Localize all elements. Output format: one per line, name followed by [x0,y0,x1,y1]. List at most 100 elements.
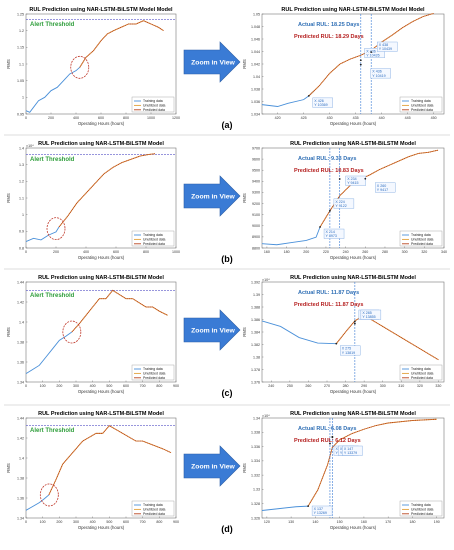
zoom-label: Zoom in View [191,194,235,201]
data-point-marker [364,177,367,180]
zoomed-chart: 240 250 260 270 280 290 300 310 320 330 1.392 1.39 1… [242,275,445,394]
legend-entry: Unutilized data [411,104,434,108]
datatip-box [375,182,396,193]
x-tick-label: 1000 [172,250,180,254]
x-axis-label: Operating Hours (hours) [78,255,125,260]
alert-threshold-label: Alert Threshold [30,157,75,163]
data-point-marker [307,94,310,97]
x-tick-label: 400 [83,250,89,254]
x-tick-label: 800 [123,116,129,120]
panel-label: (c) [222,388,233,398]
x-tick-label: 120 [264,520,270,524]
actual-rul-label: Actual RUL: 6.08 Days [298,426,356,432]
legend-entry: Training data [411,233,431,237]
datatip-x: X 438 [379,43,388,47]
y-tick-label: 9300 [252,191,260,195]
data-point-marker [319,226,321,228]
x-axis-label: Operating Hours (hours) [78,525,125,530]
data-point-marker [353,322,356,325]
datatip-x: X 234 [347,177,356,181]
datatip-y: Y 10439 [379,47,392,51]
figure-row: 0 100 200 300 400 500 600 700 800 900 1.44 1.42 1.4 1… [6,275,445,398]
training-data-line [261,505,309,511]
x-tick-label: 200 [303,250,309,254]
x-tick-label: 420 [275,116,281,120]
actual-rul-label: Actual RUL: 18.25 Days [298,22,359,28]
predicted-data-line [71,289,168,333]
y-axis-label: RMS [6,193,11,203]
y-tick-label: 1.38 [17,340,24,344]
chart-title: RUL Prediction using NAR-LSTM-BiLSTM Mod… [38,411,164,417]
predicted-data-line [58,153,156,228]
datatip-y: Y 13855 [362,315,375,319]
predicted-rul-label: Predicted RUL: 6.12 Days [294,438,361,444]
x-tick-label: 900 [173,384,179,388]
y-tick-label: 1.15 [17,46,24,50]
legend-entry: Training data [411,367,431,371]
x-tick-label: 240 [268,384,274,388]
legend [399,96,443,113]
chart-title: RUL Prediction using NAR-LSTM-BiLSTM Mod… [38,275,164,281]
y-tick-label: 1.04 [253,75,260,79]
x-tick-label: 100 [40,384,46,388]
x-tick-label: 900 [173,520,179,524]
x-axis-label: Operating Hours (hours) [330,525,377,530]
datatip-box [312,97,333,108]
legend-entry: Predicted data [143,242,165,246]
x-tick-label: 800 [143,250,149,254]
y-tick-label: 1.39 [253,293,260,297]
y-tick-label: 9400 [252,180,260,184]
y-tick-label: 1.334 [251,459,260,463]
predicted-rul-label: Predicted RUL: 11.87 Days [294,302,363,308]
y-tick-label: 1.038 [251,87,260,91]
y-tick-label: 9700 [252,146,260,150]
y-axis-label: RMS [6,463,11,473]
x-tick-label: 1200 [172,116,180,120]
legend [131,230,175,247]
legend-entry: Unutilized data [411,508,434,512]
zoom-arrow [183,41,241,83]
chart-title: RUL Prediction using NAR-LSTM-BiLSTM Mod… [290,141,416,147]
datatip-y: Y 10426 [366,53,379,57]
x-tick-label: 160 [264,250,270,254]
y-tick-label: 1.34 [17,516,24,520]
datatip-x: X 224 [335,200,344,204]
y-axis-label: RMS [242,193,247,203]
y-tick-label: 1.38 [253,355,260,359]
y-tick-label: 1.44 [17,280,24,284]
x-tick-label: 600 [123,520,129,524]
chart-title: RUL Prediction using NAR-LSTM-BiLSTM Mod… [38,141,164,147]
datatip-y: Y 10419 [372,74,385,78]
y-tick-label: 1.328 [251,502,260,506]
legend-entry: Unutilized data [411,372,434,376]
datatip-x: X 147 [344,447,353,451]
datatip-x: X 275 [342,347,351,351]
legend-entry: Predicted data [411,376,433,380]
data-point-marker [335,342,338,345]
x-tick-label: 160 [361,520,367,524]
x-tick-label: 500 [106,520,112,524]
overview-chart: 0 200 400 600 800 1000 1.4 1.3 1.2 1.1 1 0.9 0.8 RUL … [6,141,180,260]
x-tick-label: 0 [25,116,27,120]
figure-row: 0 100 200 300 400 500 600 700 800 900 1.44 1.42 1.4 1… [6,411,445,534]
datatip-box [333,198,355,209]
overview-chart: 0 200 400 600 800 1000 1200 1.25 1.2 1.15 1.1 1.05 1… [6,7,180,126]
y-tick-label: 1.4 [19,456,24,460]
x-tick-label: 220 [323,250,329,254]
panel-label: (a) [222,120,233,130]
x-tick-label: 150 [337,520,343,524]
datatip-y: Y 8973 [326,234,337,238]
y-tick-label: 1.44 [17,416,24,420]
y-tick-label: 1.376 [251,380,260,384]
x-tick-label: 200 [56,520,62,524]
y-tick-label: 1.386 [251,318,260,322]
datatip-x: X 436 [372,70,381,74]
datatip-box [323,228,345,239]
x-tick-label: 200 [56,384,62,388]
x-axis-label: Operating Hours (hours) [78,121,125,126]
datatip-y: Y 13269 [314,511,327,515]
y-tick-label: 0.95 [17,112,24,116]
legend [399,364,443,381]
panel-label: (b) [221,254,233,264]
y-tick-label: 9100 [252,213,260,217]
